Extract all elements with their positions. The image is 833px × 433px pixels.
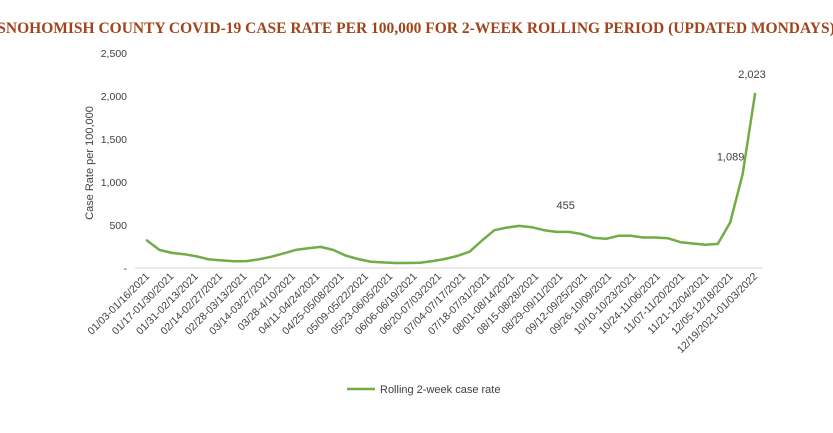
y-tick-label: 500 [109, 220, 127, 232]
data-point [555, 230, 558, 234]
data-point [691, 242, 695, 245]
data-point [493, 229, 496, 232]
data-point [145, 239, 149, 242]
data-point [704, 243, 707, 246]
data-point [307, 247, 310, 250]
data-point [716, 242, 719, 246]
chart-title: SNOHOMISH COUNTY COVID-19 CASE RATE PER … [0, 20, 833, 37]
data-point [542, 229, 546, 232]
data-point [195, 255, 198, 258]
data-point [356, 257, 360, 261]
data-label: 2,023 [738, 69, 766, 81]
data-point [418, 261, 422, 264]
data-point [456, 254, 459, 258]
data-point [294, 248, 298, 252]
data-point [480, 239, 484, 242]
data-point [468, 250, 471, 253]
data-point [443, 257, 446, 261]
y-tick-label: 2,000 [101, 91, 127, 103]
data-label: 455 [556, 200, 574, 212]
y-tick-label: - [124, 263, 128, 275]
data-point [518, 224, 521, 228]
data-point [530, 226, 533, 229]
data-point [319, 245, 322, 249]
data-point [580, 232, 583, 236]
legend: Rolling 2-week case rate [347, 384, 500, 396]
data-label: 1,089 [717, 151, 745, 163]
data-point [567, 230, 571, 234]
data-point [654, 236, 657, 239]
data-point [629, 234, 633, 237]
data-point [505, 226, 508, 229]
y-tick-label: 1,000 [101, 177, 127, 189]
data-point [679, 241, 682, 244]
data-point [245, 259, 248, 263]
data-point [183, 253, 186, 256]
data-point [394, 261, 397, 265]
data-point [344, 254, 347, 257]
data-point [431, 259, 434, 263]
data-point [170, 251, 173, 255]
data-point [741, 173, 744, 176]
y-tick-label: 1,500 [101, 134, 127, 146]
series-line-rolling-2-week-case-rate [145, 92, 757, 265]
data-point [381, 261, 384, 264]
plot-area: 455 1,089 2,023 [145, 69, 766, 265]
data-point [220, 259, 223, 262]
data-point [604, 237, 608, 240]
data-point [158, 248, 161, 252]
x-axis-ticks: 01/03-01/16/202101/17-01/30/202101/31-02… [85, 271, 760, 356]
data-point [642, 236, 645, 239]
y-axis-ticks: - 500 1,000 1,500 2,000 2,500 [101, 48, 128, 275]
data-point [666, 237, 670, 240]
data-point [282, 252, 285, 255]
data-point [257, 258, 260, 261]
data-point [592, 236, 595, 240]
data-point [232, 260, 236, 263]
data-point [269, 255, 273, 258]
data-point [617, 234, 620, 237]
data-point [406, 261, 409, 265]
y-tick-label: 2,500 [101, 48, 127, 60]
data-point [729, 221, 732, 224]
data-point [207, 258, 211, 261]
y-axis-label: Case Rate per 100,000 [84, 106, 96, 220]
data-point [753, 92, 757, 96]
data-point [331, 248, 335, 252]
legend-label: Rolling 2-week case rate [380, 384, 500, 396]
data-point [369, 260, 372, 263]
